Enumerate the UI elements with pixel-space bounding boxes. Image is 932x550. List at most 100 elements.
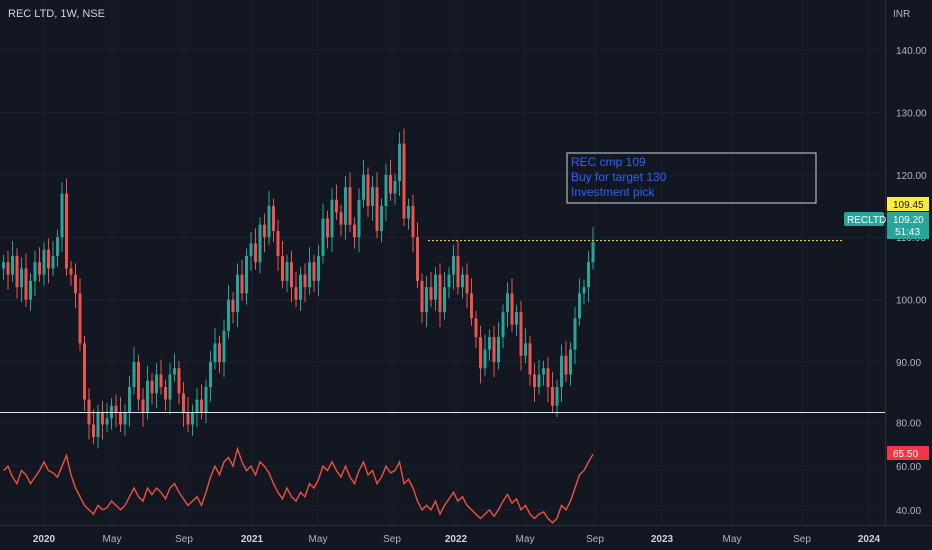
x-axis-ticks: 2020 May Sep 2021 May Sep 2022 May Sep 2023 May Sep… bbox=[33, 534, 881, 545]
candle-body bbox=[497, 337, 500, 363]
candle-body bbox=[245, 255, 248, 294]
candle-body bbox=[510, 293, 514, 325]
price-candles[interactable] bbox=[2, 128, 595, 449]
candle-body bbox=[227, 299, 230, 331]
candle-body bbox=[213, 343, 217, 363]
candle-body bbox=[294, 287, 298, 300]
candle-body bbox=[371, 187, 374, 206]
candle-body bbox=[335, 199, 338, 213]
candle-body bbox=[555, 387, 559, 406]
candle-body bbox=[51, 255, 55, 269]
candle-body bbox=[56, 237, 59, 256]
candle-body bbox=[78, 293, 82, 344]
candle-body bbox=[402, 143, 406, 219]
candle-body bbox=[272, 206, 275, 231]
candle-body bbox=[123, 412, 127, 425]
candle-body bbox=[326, 218, 329, 238]
candle-body bbox=[357, 199, 361, 238]
candle-body bbox=[105, 418, 109, 425]
candle-body bbox=[303, 274, 307, 288]
candle-body bbox=[267, 206, 271, 238]
candle-body bbox=[317, 255, 320, 281]
x-tick-label: 2022 bbox=[445, 534, 468, 545]
candle-body bbox=[429, 287, 433, 300]
x-tick-label: May bbox=[103, 534, 122, 545]
rsi-tick-label: 80.00 bbox=[896, 419, 921, 430]
candle-body bbox=[321, 218, 325, 256]
y-tick-label: 100.00 bbox=[896, 296, 927, 307]
candle-body bbox=[578, 293, 581, 319]
x-tick-label: 2023 bbox=[651, 534, 674, 545]
candle-body bbox=[254, 243, 257, 263]
countdown-label: 51:43 bbox=[895, 227, 920, 238]
candle-body bbox=[38, 262, 41, 275]
candle-body bbox=[65, 193, 68, 269]
candle-body bbox=[330, 199, 334, 238]
candle-body bbox=[353, 224, 356, 238]
candle-body bbox=[155, 374, 158, 394]
candle-body bbox=[177, 368, 181, 394]
candle-body bbox=[164, 387, 167, 400]
candle-body bbox=[141, 399, 145, 412]
candle-body bbox=[393, 181, 397, 194]
y-tick-label: 140.00 bbox=[896, 46, 927, 57]
candle-body bbox=[438, 274, 442, 313]
candle-body bbox=[461, 274, 464, 288]
candle-body bbox=[249, 243, 253, 256]
candle-body bbox=[519, 312, 523, 356]
annotation-line-3: Investment pick bbox=[571, 185, 655, 199]
x-tick-label: Sep bbox=[793, 534, 811, 545]
candle-body bbox=[443, 287, 446, 313]
last-price-tag bbox=[887, 212, 929, 239]
candle-body bbox=[263, 224, 266, 238]
candle-body bbox=[506, 293, 509, 313]
candle-body bbox=[101, 412, 104, 425]
candle-body bbox=[290, 262, 293, 288]
candle-body bbox=[483, 349, 487, 369]
candle-body bbox=[200, 399, 203, 412]
candle-body bbox=[312, 262, 316, 281]
candle-body bbox=[542, 368, 545, 375]
candle-body bbox=[33, 262, 37, 281]
candle-body bbox=[281, 255, 284, 281]
candle-body bbox=[434, 274, 437, 300]
candle-body bbox=[501, 312, 505, 338]
x-tick-label: May bbox=[516, 534, 535, 545]
candle-body bbox=[537, 374, 541, 388]
candle-body bbox=[308, 262, 311, 288]
candle-body bbox=[416, 237, 419, 281]
candle-body bbox=[479, 337, 482, 369]
candle-body bbox=[564, 355, 568, 375]
x-tick-label: 2020 bbox=[33, 534, 56, 545]
candle-body bbox=[182, 393, 185, 412]
x-tick-label: May bbox=[723, 534, 742, 545]
candle-body bbox=[474, 318, 478, 338]
candle-body bbox=[492, 337, 496, 363]
symbol-tag bbox=[844, 212, 884, 226]
candle-body bbox=[60, 193, 64, 238]
candle-body bbox=[447, 274, 451, 288]
symbol-label: RECLTD bbox=[847, 215, 886, 226]
candle-body bbox=[150, 380, 154, 394]
annotation-box[interactable] bbox=[566, 152, 817, 204]
candle-body bbox=[524, 343, 527, 356]
candle-body bbox=[375, 187, 379, 231]
candle-body bbox=[299, 274, 302, 300]
candle-body bbox=[420, 280, 424, 313]
x-tick-label: Sep bbox=[175, 534, 193, 545]
x-tick-label: 2024 bbox=[858, 534, 881, 545]
y-tick-label: 90.00 bbox=[896, 358, 921, 369]
candle-body bbox=[339, 212, 343, 225]
candle-body bbox=[285, 262, 289, 281]
candle-body bbox=[29, 280, 32, 300]
candle-body bbox=[20, 268, 23, 288]
candle-body bbox=[168, 374, 172, 400]
x-tick-label: Sep bbox=[586, 534, 604, 545]
candle-body bbox=[191, 412, 194, 425]
candle-body bbox=[24, 268, 28, 300]
candle-body bbox=[587, 262, 590, 288]
rsi-tick-label: 60.00 bbox=[896, 462, 921, 473]
candle-body bbox=[92, 424, 95, 437]
rsi-value-label: 65.50 bbox=[893, 449, 918, 460]
